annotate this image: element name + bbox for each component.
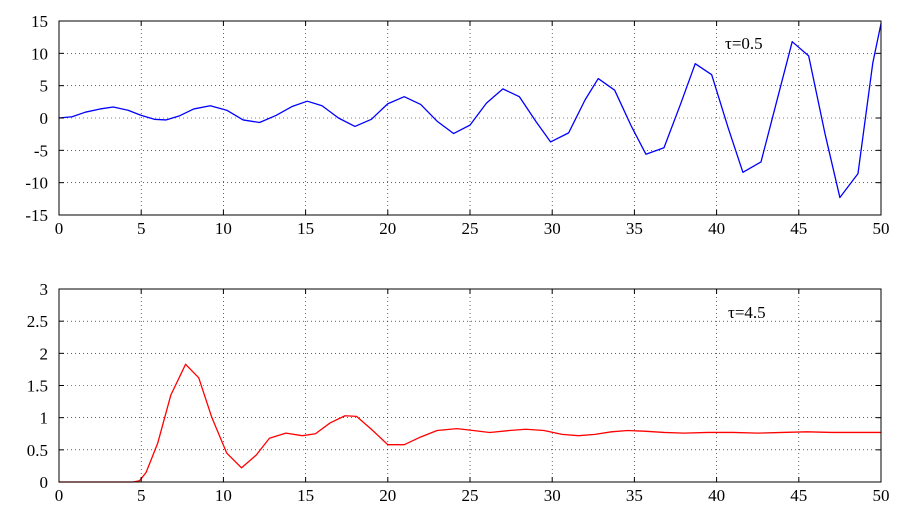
y-tick-label: 1 <box>40 409 49 428</box>
x-tick-label: 15 <box>297 219 314 238</box>
tau-annotation: τ=4.5 <box>728 303 766 322</box>
y-tick-label: 15 <box>31 12 48 31</box>
y-tick-label: 1.5 <box>27 377 48 396</box>
y-tick-label: 3 <box>40 280 49 299</box>
x-tick-label: 45 <box>790 486 807 505</box>
series-line-1 <box>58 22 882 199</box>
chart-panel-2: 0 5 10 15 20 25 30 35 40 45 50 0 0.5 1 1.5 2 2.5 3 τ=4.5 <box>27 280 890 505</box>
x-tick-label: 10 <box>215 219 232 238</box>
y-tick-label: 0.5 <box>27 441 48 460</box>
x-tick-label: 5 <box>137 219 146 238</box>
x-tick-label: 30 <box>544 486 561 505</box>
x-tick-label: 50 <box>873 219 890 238</box>
chart-panel-1: 0 5 10 15 20 25 30 35 40 45 50 -15 -10 -5 0 5 10 15 τ=0.5 <box>25 12 889 238</box>
x-tick-label: 25 <box>462 486 479 505</box>
y-tick-label: -10 <box>25 174 48 193</box>
x-tick-label: 25 <box>462 219 479 238</box>
x-tick-label: 10 <box>215 486 232 505</box>
x-tick-label: 0 <box>55 219 64 238</box>
x-tick-label: 40 <box>708 486 725 505</box>
x-tick-label: 35 <box>626 486 643 505</box>
y-tick-label: -15 <box>25 206 48 225</box>
x-tick-label: 0 <box>55 486 64 505</box>
x-tick-label: 40 <box>708 219 725 238</box>
y-tick-label: -5 <box>34 141 48 160</box>
y-tick-label: 0 <box>40 473 49 492</box>
series-line-1 <box>58 363 882 483</box>
y-tick-label: 2.5 <box>27 312 48 331</box>
x-tick-label: 50 <box>873 486 890 505</box>
x-tick-label: 30 <box>544 219 561 238</box>
y-tick-label: 5 <box>40 77 49 96</box>
y-tick-label: 2 <box>40 344 49 363</box>
y-tick-label: 10 <box>31 44 48 63</box>
x-tick-label: 5 <box>137 486 146 505</box>
x-tick-label: 15 <box>297 486 314 505</box>
x-tick-label: 45 <box>790 219 807 238</box>
x-tick-label: 20 <box>379 486 396 505</box>
x-tick-label: 20 <box>379 219 396 238</box>
y-tick-label: 0 <box>40 109 49 128</box>
x-tick-label: 35 <box>626 219 643 238</box>
tau-annotation: τ=0.5 <box>725 34 763 53</box>
